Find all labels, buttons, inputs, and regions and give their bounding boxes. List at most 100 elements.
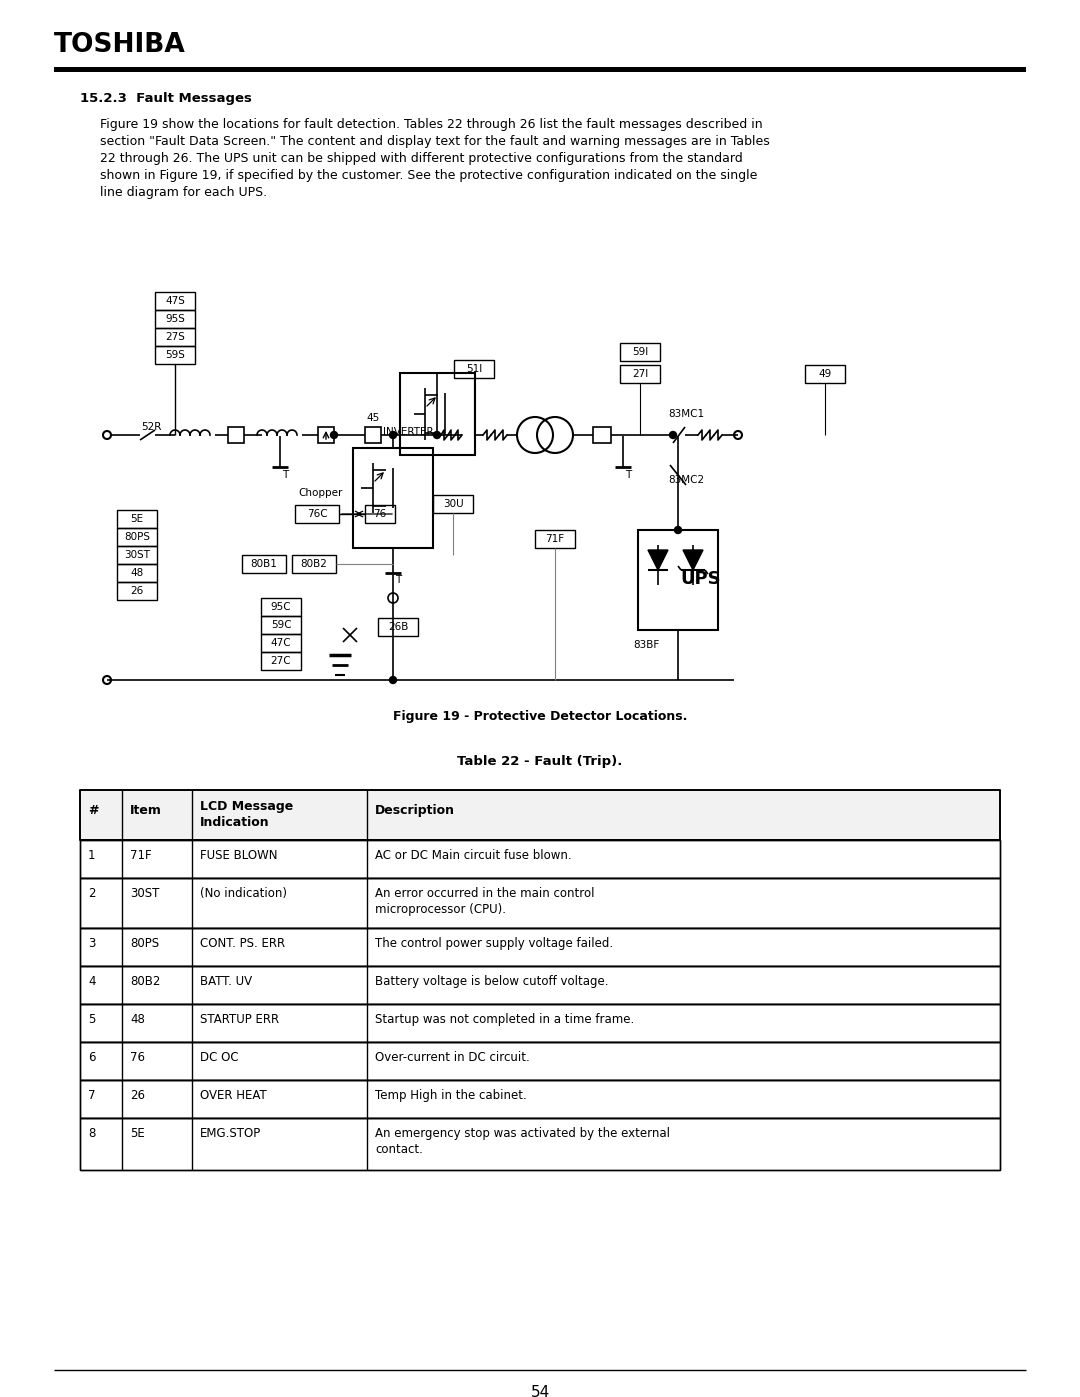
Circle shape (390, 676, 396, 683)
Text: 26B: 26B (388, 622, 408, 631)
Bar (117, 528, 157, 546)
Text: Temp High in the cabinet.: Temp High in the cabinet. (375, 1090, 527, 1102)
Bar (292, 555, 336, 573)
Bar (80, 1004, 1000, 1042)
Bar (117, 564, 157, 583)
Bar (117, 583, 157, 599)
Text: 15.2.3  Fault Messages: 15.2.3 Fault Messages (80, 92, 252, 105)
Text: LCD Message: LCD Message (200, 800, 294, 813)
Bar (80, 1080, 1000, 1118)
Bar (400, 373, 475, 455)
Bar (80, 877, 1000, 928)
Bar (535, 529, 575, 548)
Text: Battery voltage is below cutoff voltage.: Battery voltage is below cutoff voltage. (375, 975, 608, 988)
Bar (80, 1042, 1000, 1080)
Text: contact.: contact. (375, 1143, 423, 1155)
Text: 27C: 27C (271, 657, 292, 666)
Text: (No indication): (No indication) (200, 887, 287, 900)
Text: 59C: 59C (271, 620, 292, 630)
Text: 95S: 95S (165, 314, 185, 324)
Text: 80B2: 80B2 (130, 975, 160, 988)
Text: 76: 76 (374, 509, 387, 520)
Text: 26: 26 (130, 1090, 145, 1102)
Bar (620, 344, 660, 360)
Text: 83MC2: 83MC2 (669, 475, 704, 485)
Text: 48: 48 (130, 1013, 145, 1025)
Text: 95C: 95C (271, 602, 292, 612)
Text: 59I: 59I (632, 346, 648, 358)
Text: 30ST: 30ST (124, 550, 150, 560)
Bar (620, 365, 660, 383)
Text: 1: 1 (87, 849, 95, 862)
Bar (156, 346, 195, 365)
Bar (433, 495, 473, 513)
Bar (261, 598, 301, 616)
Text: Startup was not completed in a time frame.: Startup was not completed in a time fram… (375, 1013, 634, 1025)
Text: T: T (625, 469, 631, 481)
Bar (242, 555, 286, 573)
Bar (80, 1118, 1000, 1171)
Bar (54, 67, 1026, 73)
Bar (261, 616, 301, 634)
Bar (80, 789, 1000, 840)
Text: 5E: 5E (130, 1127, 145, 1140)
Text: BATT. UV: BATT. UV (200, 975, 252, 988)
Text: 6: 6 (87, 1051, 95, 1065)
Bar (593, 427, 611, 443)
Text: 49: 49 (819, 369, 832, 379)
Text: 26: 26 (131, 585, 144, 597)
Bar (638, 529, 718, 630)
Text: The control power supply voltage failed.: The control power supply voltage failed. (375, 937, 613, 950)
Text: 52R: 52R (141, 422, 161, 432)
Bar (228, 427, 244, 443)
Text: 48: 48 (131, 569, 144, 578)
Text: OVER HEAT: OVER HEAT (200, 1090, 267, 1102)
Text: Description: Description (375, 805, 455, 817)
Bar (365, 427, 381, 443)
Bar (80, 965, 1000, 1004)
Bar (261, 634, 301, 652)
Text: 27S: 27S (165, 332, 185, 342)
Text: 5E: 5E (131, 514, 144, 524)
Text: 7: 7 (87, 1090, 95, 1102)
Bar (295, 504, 339, 522)
Text: UPS: UPS (680, 570, 720, 588)
Text: shown in Figure 19, if specified by the customer. See the protective configurati: shown in Figure 19, if specified by the … (100, 169, 757, 182)
Text: FUSE BLOWN: FUSE BLOWN (200, 849, 278, 862)
Circle shape (670, 432, 676, 439)
Text: EMG.STOP: EMG.STOP (200, 1127, 261, 1140)
Text: 5: 5 (87, 1013, 95, 1025)
Text: Chopper: Chopper (298, 488, 342, 497)
Text: 51I: 51I (465, 365, 482, 374)
Text: #: # (87, 805, 98, 817)
Text: INVERTER: INVERTER (383, 427, 434, 437)
Text: 76C: 76C (307, 509, 327, 520)
Circle shape (675, 527, 681, 534)
Text: T: T (395, 576, 402, 585)
Bar (318, 427, 334, 443)
Polygon shape (683, 550, 703, 570)
Text: Item: Item (130, 805, 162, 817)
Bar (117, 510, 157, 528)
Text: 83MC1: 83MC1 (669, 409, 704, 419)
Circle shape (433, 432, 441, 439)
Text: 30ST: 30ST (130, 887, 160, 900)
Text: STARTUP ERR: STARTUP ERR (200, 1013, 279, 1025)
Text: 4: 4 (87, 975, 95, 988)
Text: 47S: 47S (165, 296, 185, 306)
Bar (156, 328, 195, 346)
Text: An emergency stop was activated by the external: An emergency stop was activated by the e… (375, 1127, 670, 1140)
Bar (156, 292, 195, 310)
Text: 27I: 27I (632, 369, 648, 379)
Text: section "Fault Data Screen." The content and display text for the fault and warn: section "Fault Data Screen." The content… (100, 136, 770, 148)
Text: 80PS: 80PS (124, 532, 150, 542)
Text: Over-current in DC circuit.: Over-current in DC circuit. (375, 1051, 530, 1065)
Text: 71F: 71F (130, 849, 151, 862)
Text: microprocessor (CPU).: microprocessor (CPU). (375, 902, 507, 916)
Text: 30U: 30U (443, 499, 463, 509)
Text: 2: 2 (87, 887, 95, 900)
Text: line diagram for each UPS.: line diagram for each UPS. (100, 186, 267, 198)
Text: AC or DC Main circuit fuse blown.: AC or DC Main circuit fuse blown. (375, 849, 571, 862)
Text: 59S: 59S (165, 351, 185, 360)
Text: 3: 3 (87, 937, 95, 950)
